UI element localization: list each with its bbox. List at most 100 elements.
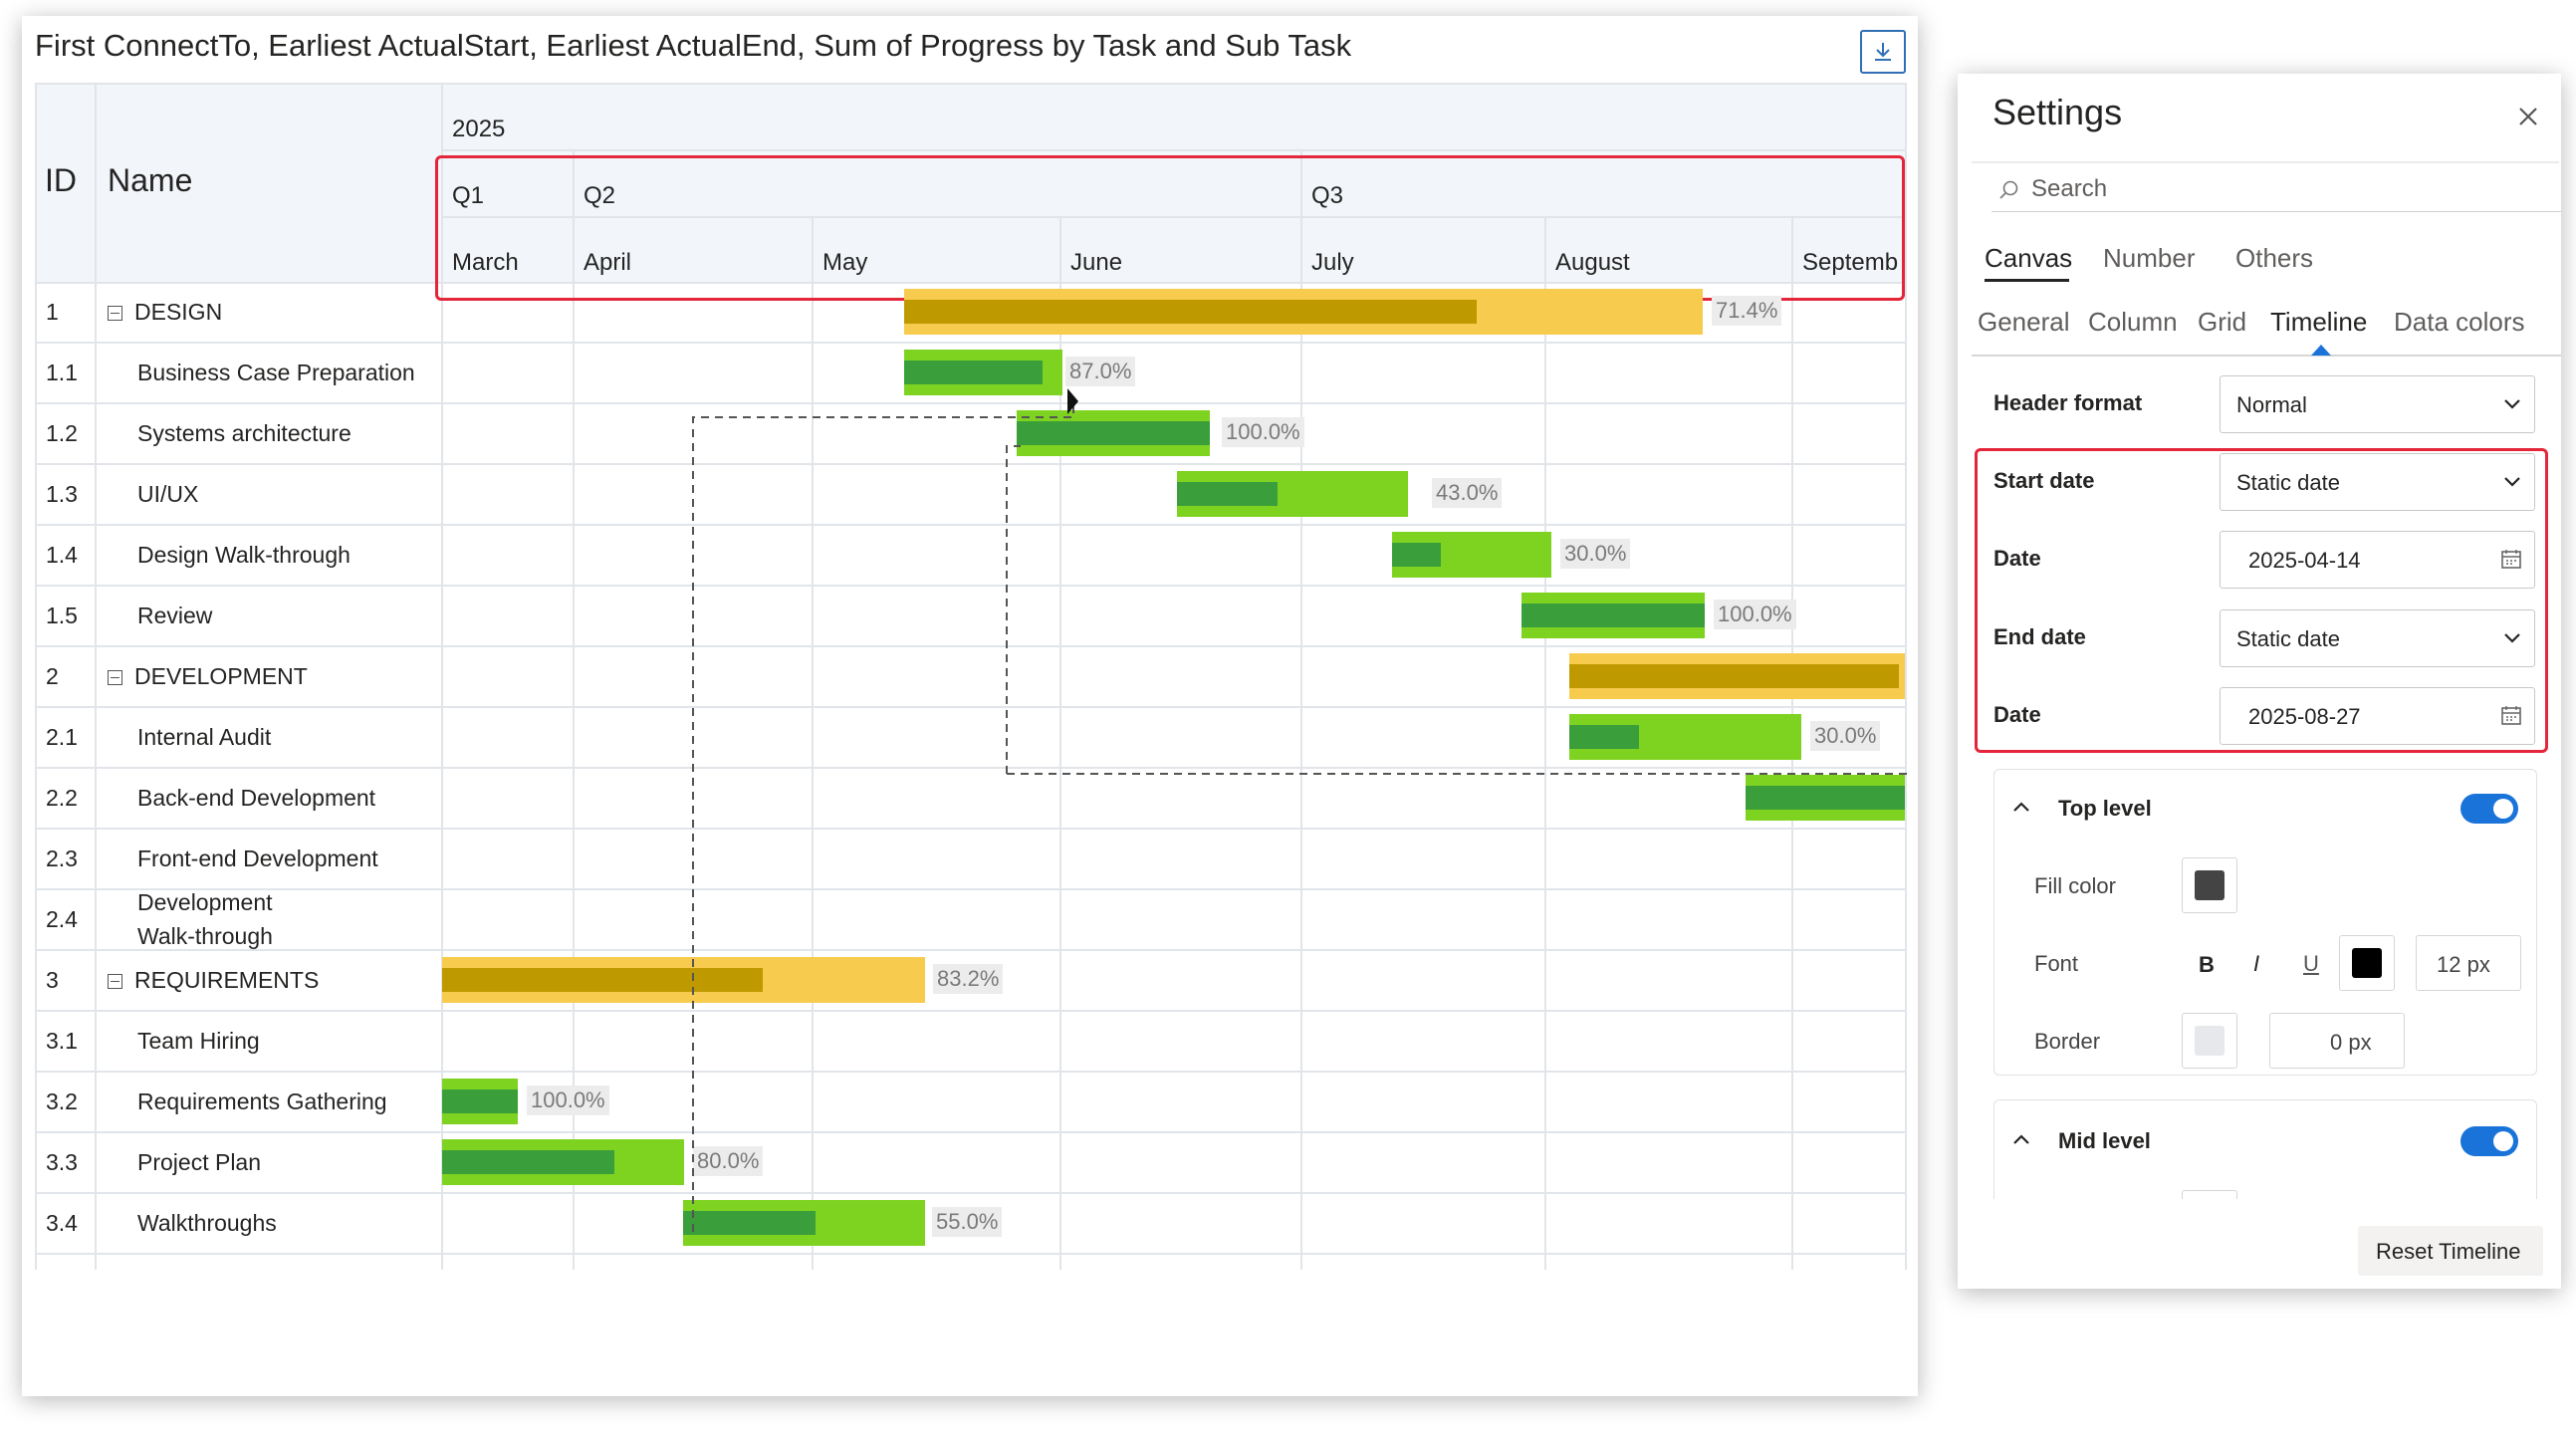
progress-label: 100.0% bbox=[1222, 417, 1304, 447]
grid-line bbox=[35, 706, 1907, 708]
subtab-timeline[interactable]: Timeline bbox=[2270, 307, 2368, 337]
chevron-up-icon[interactable] bbox=[2010, 1130, 2032, 1148]
progress-label: 100.0% bbox=[1714, 600, 1796, 629]
progress-fill bbox=[904, 361, 1043, 384]
task-bar[interactable] bbox=[1569, 714, 1801, 760]
table-row[interactable]: 1.2 Systems architecture 100.0% bbox=[35, 403, 1907, 465]
chevron-up-icon[interactable] bbox=[2010, 798, 2032, 816]
grid-line bbox=[442, 149, 1907, 151]
task-bar[interactable] bbox=[442, 1139, 684, 1185]
calendar-icon bbox=[2501, 706, 2521, 725]
table-row[interactable]: 3.2 Requirements Gathering 100.0% bbox=[35, 1072, 1907, 1133]
task-bar[interactable] bbox=[1392, 532, 1551, 578]
table-row[interactable]: 3 REQUIREMENTS 83.2% bbox=[35, 950, 1907, 1012]
grid-line bbox=[35, 1253, 1907, 1255]
table-row[interactable]: 3.1 Team Hiring bbox=[35, 1011, 1907, 1073]
table-row[interactable]: 1.4 Design Walk-through 30.0% bbox=[35, 525, 1907, 587]
grid-line bbox=[95, 83, 97, 1270]
collapse-icon[interactable] bbox=[108, 670, 122, 685]
start-date-dropdown[interactable]: Static date bbox=[2220, 453, 2535, 511]
grid-line bbox=[35, 1192, 1907, 1194]
table-row[interactable]: 3.3 Project Plan 80.0% bbox=[35, 1132, 1907, 1194]
grid-line bbox=[573, 149, 575, 1270]
grid-line bbox=[35, 83, 37, 1270]
border-width-input[interactable]: 0 px bbox=[2269, 1013, 2405, 1069]
export-button[interactable] bbox=[1860, 30, 1906, 74]
reset-timeline-button[interactable]: Reset Timeline bbox=[2358, 1226, 2543, 1276]
search-box[interactable]: Search bbox=[1991, 163, 2561, 212]
task-bar[interactable] bbox=[904, 350, 1062, 395]
task-name: Project Plan bbox=[137, 1149, 262, 1175]
task-bar[interactable] bbox=[1746, 775, 1905, 821]
progress-label: 87.0% bbox=[1065, 357, 1136, 386]
task-bar[interactable] bbox=[683, 1200, 925, 1246]
grid-line bbox=[35, 402, 1907, 404]
subtab-general[interactable]: General bbox=[1978, 307, 2070, 337]
border-color-picker[interactable] bbox=[2182, 1013, 2237, 1069]
mid-level-fill-swatch[interactable] bbox=[2182, 1190, 2237, 1199]
grid-line bbox=[442, 216, 1907, 218]
task-id: 2.3 bbox=[46, 845, 78, 871]
subtab-grid[interactable]: Grid bbox=[2198, 307, 2247, 337]
task-bar[interactable] bbox=[1522, 593, 1705, 638]
task-bar[interactable] bbox=[1177, 471, 1408, 517]
task-bar[interactable] bbox=[1017, 410, 1210, 456]
table-row[interactable]: 2 DEVELOPMENT bbox=[35, 646, 1907, 708]
header-format-dropdown[interactable]: Normal bbox=[2220, 375, 2535, 433]
progress-fill bbox=[1569, 664, 1899, 688]
border-width-value: 0 px bbox=[2330, 1030, 2372, 1055]
settings-title: Settings bbox=[1992, 92, 2123, 132]
table-row[interactable]: 3.4 Walkthroughs 55.0% bbox=[35, 1193, 1907, 1255]
progress-fill bbox=[442, 1150, 614, 1174]
tab-others[interactable]: Others bbox=[2235, 243, 2314, 273]
table-row[interactable]: 1 DESIGN 71.4% bbox=[35, 282, 1907, 344]
summary-bar[interactable] bbox=[442, 957, 925, 1003]
table-row[interactable]: 2.4 Development Walk-through bbox=[35, 889, 1907, 951]
month-label: July bbox=[1311, 249, 1354, 276]
progress-fill bbox=[1746, 786, 1905, 810]
grid-line bbox=[35, 1131, 1907, 1133]
end-date-input[interactable]: 2025-08-27 bbox=[2220, 687, 2535, 745]
search-input[interactable]: Search bbox=[2031, 175, 2108, 202]
collapse-icon[interactable] bbox=[108, 306, 122, 321]
underline-button[interactable]: U bbox=[2303, 951, 2319, 976]
table-row[interactable]: 2.2 Back-end Development bbox=[35, 768, 1907, 830]
font-size-input[interactable]: 12 px bbox=[2416, 935, 2521, 991]
summary-bar[interactable] bbox=[904, 289, 1703, 335]
summary-bar[interactable] bbox=[1569, 653, 1905, 699]
table-row[interactable]: 1.3 UI/UX 43.0% bbox=[35, 464, 1907, 526]
calendar-icon bbox=[2501, 550, 2521, 569]
bold-button[interactable]: B bbox=[2199, 952, 2215, 977]
table-row[interactable]: 2.1 Internal Audit 30.0% bbox=[35, 707, 1907, 769]
subtab-data-colors[interactable]: Data colors bbox=[2394, 307, 2525, 337]
tab-canvas[interactable]: Canvas bbox=[1985, 243, 2073, 273]
border-label: Border bbox=[2034, 1029, 2101, 1054]
date-settings-highlight bbox=[1975, 448, 2548, 753]
top-level-toggle[interactable] bbox=[2460, 794, 2518, 824]
quarter-label: Q2 bbox=[584, 182, 616, 209]
timeline-header bbox=[442, 83, 1907, 283]
progress-fill bbox=[1017, 421, 1210, 445]
task-name: Requirements Gathering bbox=[137, 1088, 387, 1114]
font-color-picker[interactable] bbox=[2339, 935, 2395, 991]
download-icon bbox=[1875, 43, 1891, 61]
table-row[interactable]: 2.3 Front-end Development bbox=[35, 829, 1907, 890]
end-date-dropdown[interactable]: Static date bbox=[2220, 609, 2535, 667]
start-date-input[interactable]: 2025-04-14 bbox=[2220, 531, 2535, 589]
italic-button[interactable]: I bbox=[2253, 951, 2260, 976]
task-bar[interactable] bbox=[442, 1079, 518, 1124]
quarter-label: Q3 bbox=[1311, 182, 1344, 209]
task-name: Design Walk-through bbox=[137, 542, 351, 568]
progress-label: 55.0% bbox=[932, 1207, 1003, 1237]
mid-level-toggle[interactable] bbox=[2460, 1126, 2518, 1156]
chevron-down-icon bbox=[2504, 399, 2520, 409]
table-row[interactable]: 1.1 Business Case Preparation 87.0% bbox=[35, 343, 1907, 404]
fill-color-picker[interactable] bbox=[2182, 857, 2237, 913]
arrow-head bbox=[1067, 388, 1078, 414]
search-icon bbox=[1999, 180, 2018, 199]
table-row[interactable]: 1.5 Review 100.0% bbox=[35, 586, 1907, 647]
tab-number[interactable]: Number bbox=[2103, 243, 2196, 273]
collapse-icon[interactable] bbox=[108, 974, 122, 989]
close-button[interactable] bbox=[2513, 102, 2543, 131]
subtab-column[interactable]: Column bbox=[2088, 307, 2178, 337]
